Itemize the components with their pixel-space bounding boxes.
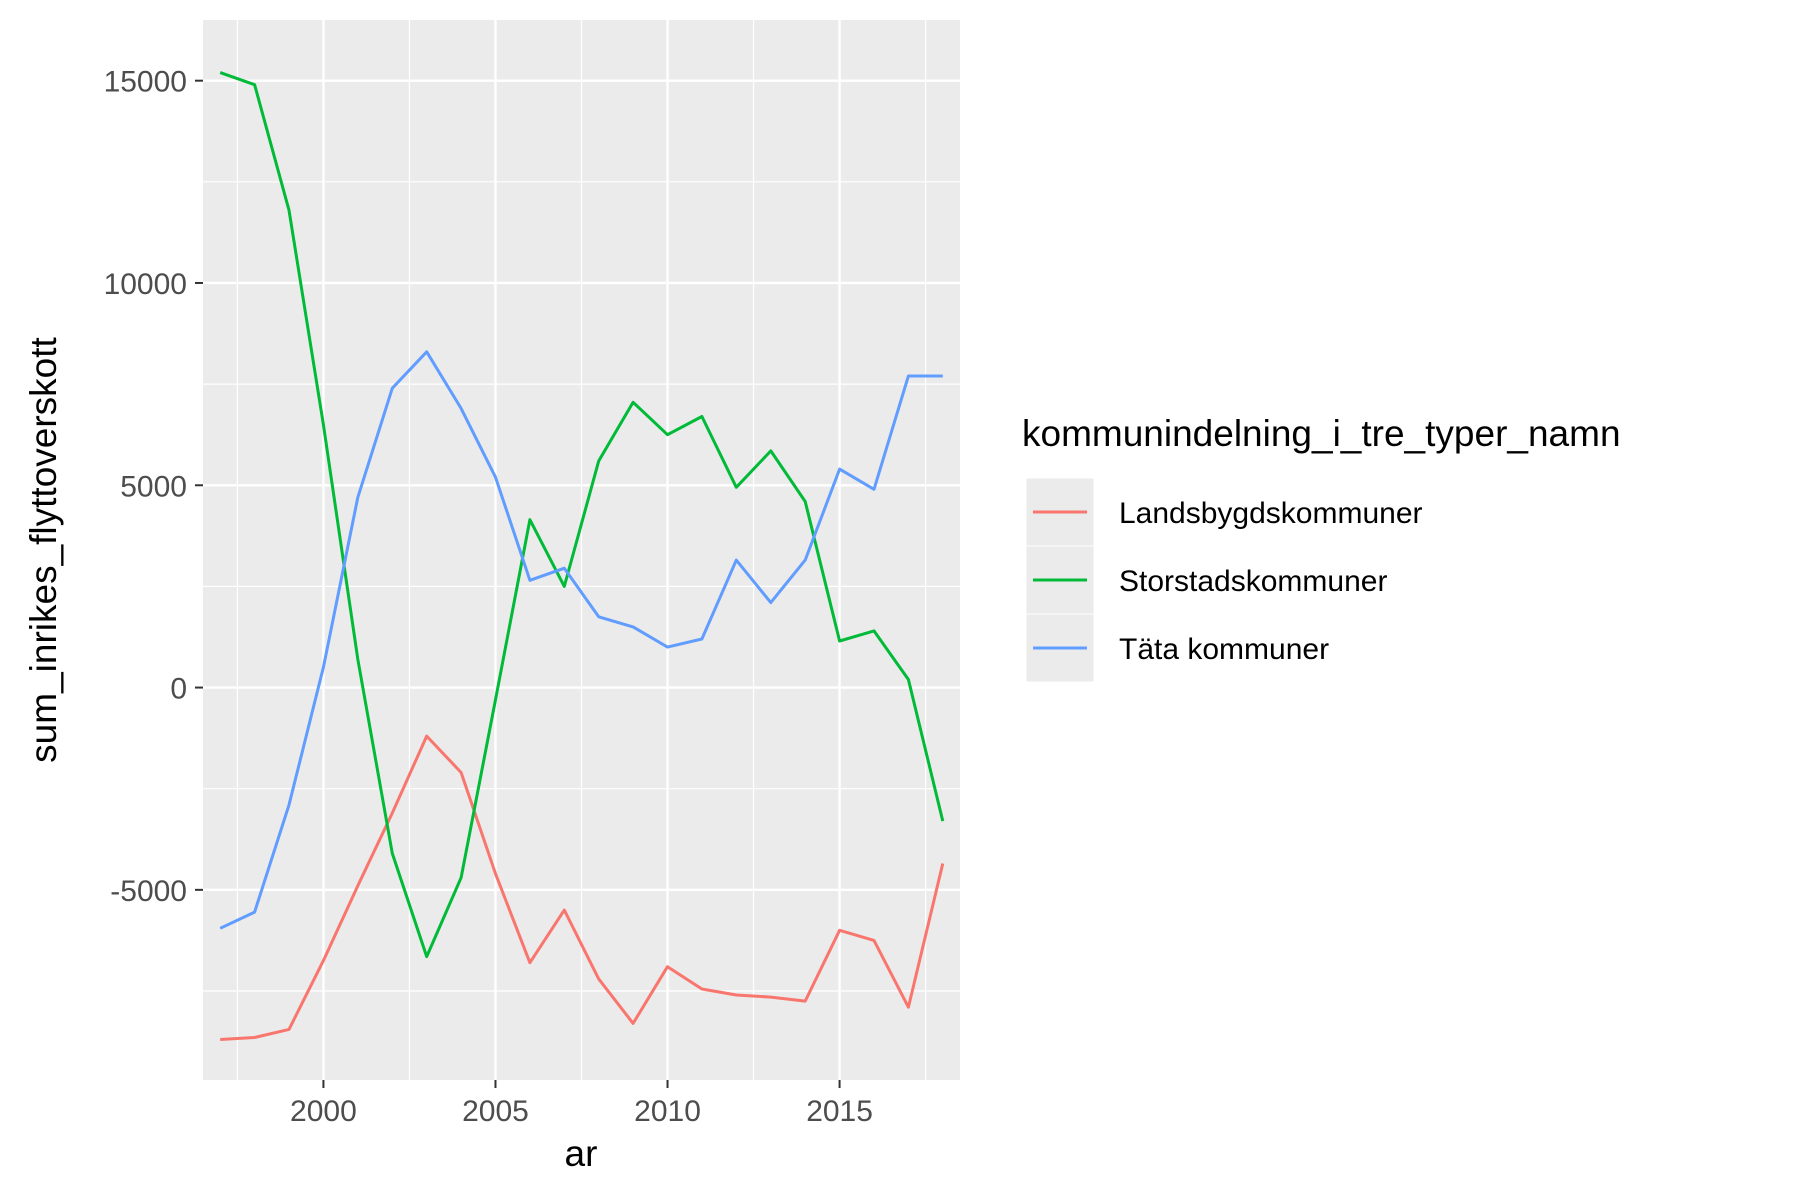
legend-label-3: Täta kommuner [1119,633,1329,666]
grid-major [203,20,960,1080]
legend-label-1: Landsbygdskommuner [1119,497,1423,530]
y-axis-ticks: 15000 10000 5000 0 -5000 [104,66,203,908]
y-tick-label: 5000 [120,470,187,503]
x-tick-label: 2000 [290,1095,357,1128]
y-tick-label: 15000 [104,66,187,99]
y-tick-label: 0 [170,673,187,706]
legend: kommunindelning_i_tre_typer_namn Landsby… [1022,413,1621,683]
x-tick-label: 2015 [806,1095,873,1128]
legend-label-2: Storstadskommuner [1119,565,1387,598]
series-lines [219,71,945,1041]
x-axis-title: ar [565,1133,598,1174]
y-tick-label: 10000 [104,268,187,301]
series-line-2 [219,71,945,959]
y-tick-label: -5000 [110,875,187,908]
y-axis-title: sum_inrikes_flyttoverskott [23,336,64,762]
grid-minor [203,20,960,1080]
x-tick-label: 2005 [462,1095,529,1128]
legend-title: kommunindelning_i_tre_typer_namn [1022,413,1621,454]
x-tick-label: 2010 [634,1095,701,1128]
x-axis-ticks: 2000 2005 2010 2015 [290,1080,873,1128]
series-line-3 [219,350,943,930]
series-line-1 [220,734,945,1041]
